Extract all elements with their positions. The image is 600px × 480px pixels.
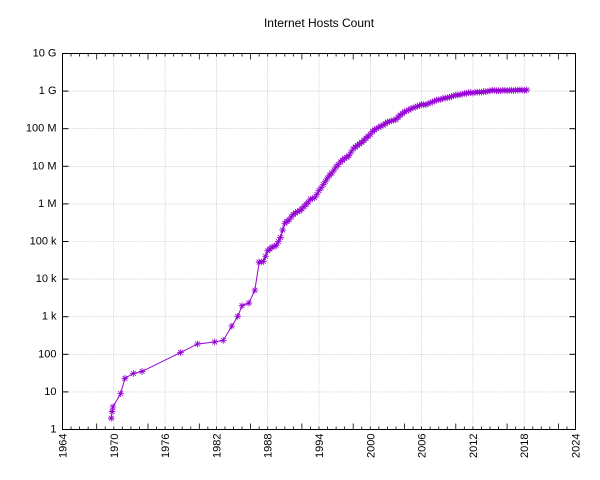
svg-text:Internet Hosts Count: Internet Hosts Count <box>264 16 375 30</box>
svg-text:1988: 1988 <box>263 434 275 458</box>
svg-text:2006: 2006 <box>417 434 429 458</box>
svg-text:1964: 1964 <box>58 434 70 458</box>
svg-text:10: 10 <box>44 386 56 398</box>
svg-text:10 k: 10 k <box>36 273 57 285</box>
svg-text:100 k: 100 k <box>30 236 57 248</box>
svg-text:100 M: 100 M <box>26 123 57 135</box>
svg-text:1 G: 1 G <box>39 85 57 97</box>
svg-text:2018: 2018 <box>519 434 531 458</box>
svg-text:1 k: 1 k <box>42 311 57 323</box>
svg-text:10 G: 10 G <box>33 48 57 60</box>
svg-text:1: 1 <box>50 424 56 436</box>
svg-text:2024: 2024 <box>571 434 583 458</box>
svg-text:1982: 1982 <box>211 434 223 458</box>
svg-text:1976: 1976 <box>160 434 172 458</box>
svg-text:100: 100 <box>38 348 56 360</box>
svg-text:2012: 2012 <box>468 434 480 458</box>
svg-text:2000: 2000 <box>365 434 377 458</box>
svg-text:1 M: 1 M <box>38 198 56 210</box>
svg-text:1970: 1970 <box>109 434 121 458</box>
svg-text:1994: 1994 <box>314 434 326 458</box>
svg-text:10 M: 10 M <box>32 160 56 172</box>
